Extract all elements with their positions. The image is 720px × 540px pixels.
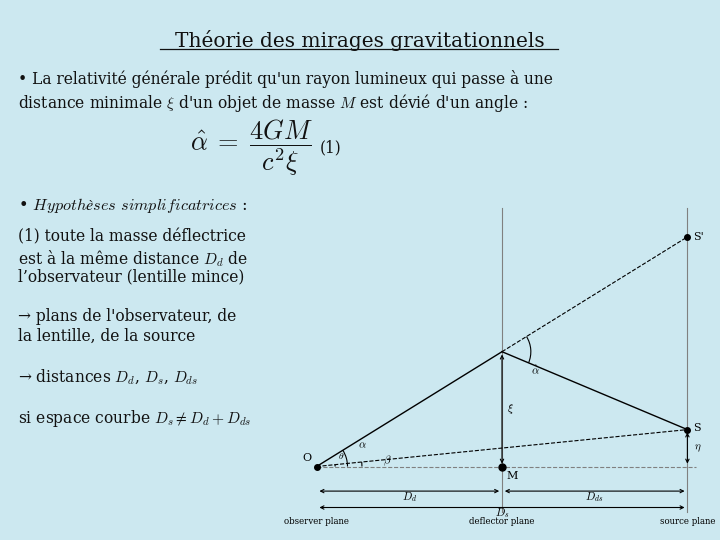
Text: $\eta$: $\eta$ [693,442,701,454]
Text: observer plane: observer plane [284,517,349,526]
Text: O: O [302,453,312,463]
Text: → distances $D_d$, $D_s$, $D_{ds}$: → distances $D_d$, $D_s$, $D_{ds}$ [18,368,198,387]
Text: (1) toute la masse déflectrice: (1) toute la masse déflectrice [18,228,246,245]
Text: M: M [507,471,518,482]
Text: si espace courbe $D_s \neq D_d + D_{ds}$: si espace courbe $D_s \neq D_d + D_{ds}$ [18,408,251,429]
Text: la lentille, de la source: la lentille, de la source [18,328,195,345]
Text: S': S' [693,232,704,242]
Text: (1): (1) [320,139,342,157]
Text: $\theta$: $\theta$ [338,451,344,461]
Text: S: S [693,422,701,433]
Text: → plans de l'observateur, de: → plans de l'observateur, de [18,308,236,325]
Text: • La relativité générale prédit qu'un rayon lumineux qui passe à une: • La relativité générale prédit qu'un ra… [18,70,553,88]
Text: $\hat{\alpha}$: $\hat{\alpha}$ [531,364,539,376]
Text: $\beta$: $\beta$ [382,454,391,468]
Text: $D_d$: $D_d$ [402,490,417,504]
Text: • $\mathit{Hypothèses}$ $\mathit{simplificatrices}$ :: • $\mathit{Hypothèses}$ $\mathit{simplif… [18,196,248,215]
Text: $\xi$: $\xi$ [507,402,514,416]
Text: l’observateur (lentille mince): l’observateur (lentille mince) [18,268,244,285]
Text: est à la même distance $D_d$ de: est à la même distance $D_d$ de [18,248,248,268]
Text: deflector plane: deflector plane [469,517,535,526]
Text: $D_{ds}$: $D_{ds}$ [585,490,604,504]
Text: $\hat{\alpha} \;=\; \dfrac{4GM}{c^2\xi}$: $\hat{\alpha} \;=\; \dfrac{4GM}{c^2\xi}$ [191,118,313,179]
Text: distance minimale $\xi$ d'un objet de masse $M$ est dévié d'un angle :: distance minimale $\xi$ d'un objet de ma… [18,92,528,114]
Text: Théorie des mirages gravitationnels: Théorie des mirages gravitationnels [175,30,545,51]
Text: source plane: source plane [660,517,715,526]
Text: $\alpha$: $\alpha$ [358,440,366,450]
Text: $D_s$: $D_s$ [495,507,509,521]
